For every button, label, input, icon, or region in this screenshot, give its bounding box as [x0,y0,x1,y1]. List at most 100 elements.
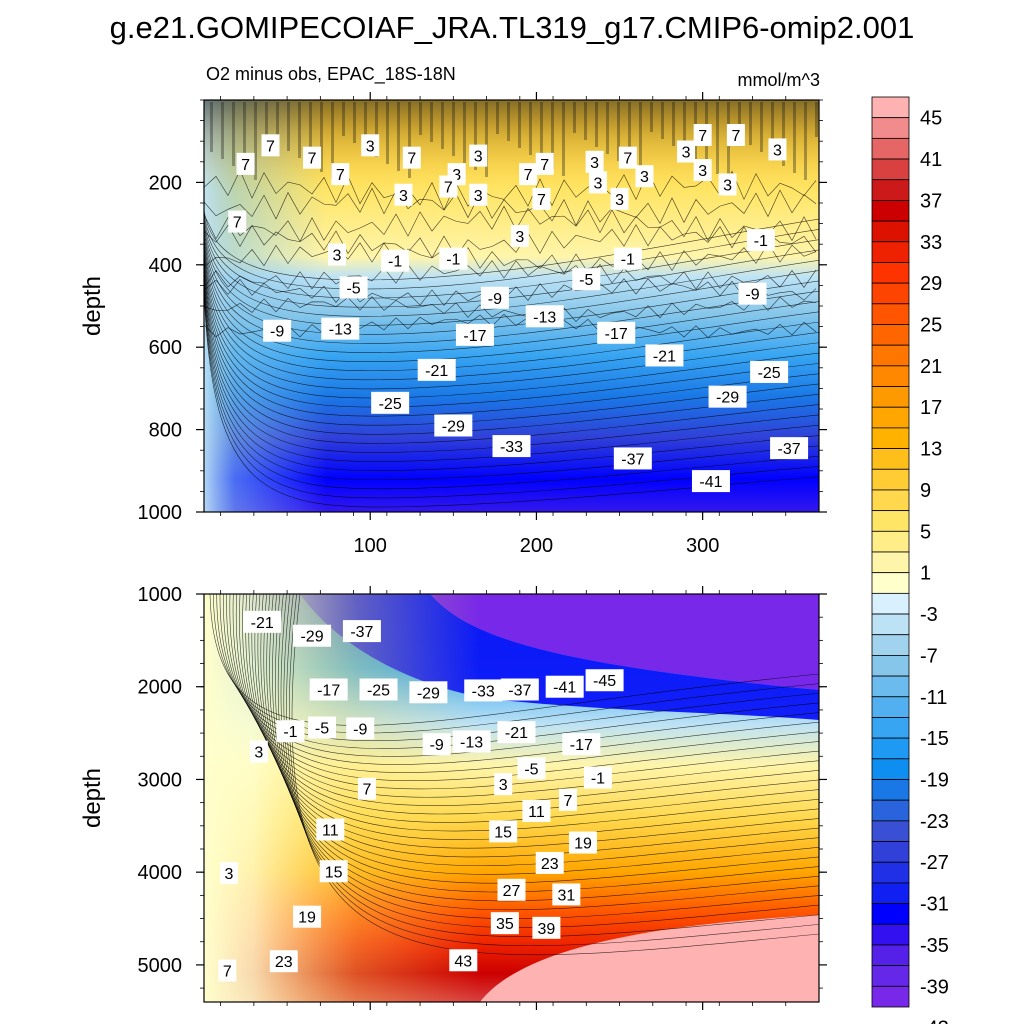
contour-label: 19 [293,905,322,928]
colorbar-box [871,200,910,222]
y-tick-label: 1000 [138,584,183,606]
contour-label: -17 [455,323,494,346]
contour-line [272,594,819,893]
surface-streak [254,102,257,180]
contour-line [204,264,819,435]
contour-label-box [610,187,629,210]
contour-label-text: -29 [442,418,465,435]
contour-label: 31 [552,883,581,906]
contour-label: -41 [691,470,730,493]
contour-label-box [750,360,789,383]
colorbar-box [871,758,910,780]
contour-label-box [585,669,624,692]
contour-label-box [381,249,410,272]
contour-label: 7 [236,152,255,175]
contour-label-text: 7 [698,128,707,145]
contour-label: -9 [346,717,375,740]
contour-label: -29 [434,414,473,437]
contour-label-text: -9 [353,721,367,738]
contour-label-box [535,851,564,874]
contour-label: 27 [497,878,526,901]
surface-streak [265,102,268,137]
contour-label-text: 7 [444,180,453,197]
surface-streak [518,102,521,148]
surface-streak [628,102,631,168]
surface-streak [496,102,499,134]
contour-label: -13 [452,730,491,753]
colorbar-box [871,262,910,284]
contour-label-text: 7 [362,782,371,799]
contour-line [204,238,819,362]
contour-label-box [490,912,519,935]
contour-label-box [770,437,809,460]
contour-label-box [455,323,494,346]
contour-label: 3 [693,159,712,182]
contour-label-box [497,878,526,901]
contour-label-box [219,862,238,885]
colorbar-box [871,406,910,429]
contour-label-text: 3 [474,149,483,166]
contour-label-text: 3 [682,145,691,162]
contour-line [204,248,819,390]
contour-label-text: 31 [557,887,575,904]
surface-streak [584,102,587,140]
contour-label-text: -17 [463,328,486,345]
contour-label-box [464,679,503,702]
colorbar-label: 45 [920,108,942,130]
colorbar-label: 25 [920,315,942,337]
contour-label: 7 [693,124,712,147]
colorbar-box [871,530,910,553]
colorbar-box [871,882,910,904]
contour-label: 11 [522,799,551,822]
surface-streak [738,102,741,138]
surface-streak [540,102,543,162]
contour-label: 7 [331,163,350,186]
y-tick-label: 600 [149,337,182,359]
contour-line [204,277,819,471]
contour-label-text: -1 [283,724,297,741]
contour-label-box [532,187,551,210]
contour-label-text: -25 [758,365,781,382]
contour-label-box [517,757,546,780]
contour-label: 7 [532,187,551,210]
contour-label-text: -21 [505,725,528,742]
contour-label: -9 [263,319,292,342]
contour-label: 35 [490,912,519,935]
contour-label-box [522,799,551,822]
colorbar-label: -31 [920,894,949,916]
contour-label-text: -1 [754,233,768,250]
colorbar-box [871,675,910,698]
contour-label-text: 3 [333,248,342,265]
surface-streak [617,102,620,161]
contour-label: -1 [746,229,775,252]
surface-streak [815,102,818,137]
upper-ylabel: depth [79,276,106,336]
colorbar-label: 5 [920,521,931,543]
contour-label-text: -5 [315,721,329,738]
surface-streak [804,102,807,180]
contour-label-box [319,860,348,883]
contour-label: -1 [381,249,410,272]
colorbar-label: 33 [920,232,942,254]
contour-label: -17 [597,321,636,344]
contour-line [219,594,819,749]
contour-label-box [494,773,513,796]
colorbar-box [871,179,910,201]
surface-streak [375,102,378,157]
surface-streak [287,102,290,151]
colorbar-box [871,386,910,408]
surface-streak [309,102,312,165]
contour-label-box [677,140,696,163]
contour-label-text: -13 [329,322,352,339]
contour-label-text: 7 [540,157,549,174]
upper-field: 7773773337733733773333777333-1-1-1-1-5-5… [204,100,819,512]
colorbar-label: -23 [920,811,949,833]
contour-label-text: -9 [745,287,759,304]
contour-label: 3 [394,183,413,206]
contour-line [242,594,819,806]
colorbar-label: 29 [920,273,942,295]
colorbar-box [871,510,910,532]
colorbar-box [871,903,910,925]
contour-line-surface [204,187,817,227]
contour-label-box [342,620,381,643]
